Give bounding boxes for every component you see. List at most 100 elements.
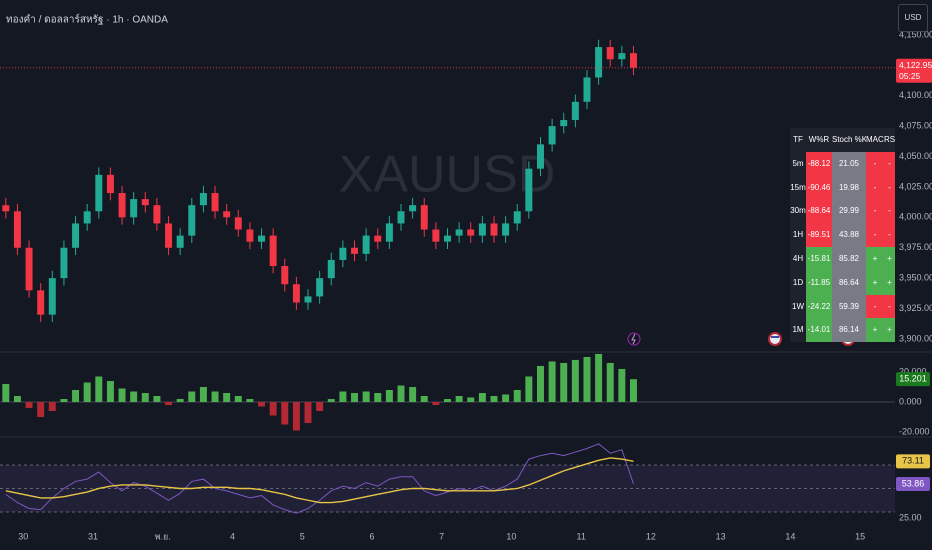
x-tick-label: 13 bbox=[716, 531, 726, 541]
histogram-bar bbox=[60, 399, 68, 403]
table-cell: 29.99 bbox=[832, 199, 866, 224]
table-header: RSI bbox=[884, 128, 895, 152]
candle-body bbox=[571, 101, 579, 121]
histogram-bar bbox=[153, 396, 161, 403]
x-tick-label: 31 bbox=[88, 531, 98, 541]
histogram-bar bbox=[385, 389, 393, 403]
indicator-line bbox=[5, 457, 634, 504]
value-label: 73.11 bbox=[902, 456, 924, 466]
x-tick-label: 15 bbox=[855, 531, 865, 541]
histogram-bar bbox=[281, 402, 289, 425]
histogram-bar bbox=[420, 396, 428, 403]
y-tick-label: 4,075.000 bbox=[899, 121, 932, 131]
table-cell: -89.51 bbox=[806, 223, 832, 247]
y-tick-label: 0.000 bbox=[899, 396, 922, 406]
currency-button[interactable]: USD bbox=[898, 4, 928, 32]
event-icon[interactable] bbox=[627, 332, 641, 346]
value-label: 53.86 bbox=[902, 478, 925, 488]
y-tick-label: 3,975.000 bbox=[899, 242, 932, 252]
x-tick-label: 7 bbox=[439, 531, 444, 541]
histogram-bar bbox=[339, 391, 347, 403]
table-header: MACD bbox=[866, 128, 884, 152]
table-cell: 19.98 bbox=[832, 175, 866, 200]
histogram-bar bbox=[327, 399, 335, 403]
flag-icon[interactable] bbox=[768, 332, 782, 346]
candle-body bbox=[83, 211, 91, 224]
candle-body bbox=[141, 199, 149, 206]
event-icon-bolt bbox=[631, 333, 636, 345]
table-cell: -15.81 bbox=[806, 246, 832, 271]
x-tick-label: 5 bbox=[300, 531, 305, 541]
candle-body bbox=[130, 199, 138, 218]
table-cell: - bbox=[884, 294, 895, 319]
histogram-bar bbox=[246, 399, 254, 403]
countdown: 05:25 bbox=[899, 71, 921, 81]
candle-body bbox=[339, 247, 347, 260]
candle-body bbox=[37, 290, 45, 315]
table-cell: 1W bbox=[790, 294, 806, 319]
histogram-bar bbox=[444, 399, 451, 403]
table-cell: - bbox=[866, 151, 884, 176]
histogram-bar bbox=[629, 379, 637, 403]
histogram-bar bbox=[13, 396, 21, 403]
histogram-bar bbox=[292, 402, 300, 431]
candle-body bbox=[583, 77, 591, 102]
candle-body bbox=[292, 284, 300, 303]
candle-body bbox=[118, 193, 126, 218]
x-tick-label: 11 bbox=[576, 531, 585, 541]
table-cell: 5m bbox=[790, 151, 806, 176]
table-cell: 30m bbox=[790, 199, 806, 224]
table-cell: 1M bbox=[790, 318, 806, 343]
histogram-bar bbox=[269, 402, 277, 416]
candle-body bbox=[618, 53, 626, 60]
candle-body bbox=[490, 223, 498, 236]
candle-body bbox=[199, 193, 207, 206]
histogram-bar bbox=[223, 392, 231, 403]
candle-body bbox=[629, 53, 637, 68]
histogram-bar bbox=[37, 402, 45, 418]
x-tick-label: 4 bbox=[230, 531, 235, 541]
candle-body bbox=[362, 235, 370, 254]
table-cell: 86.14 bbox=[832, 318, 866, 343]
table-cell: - bbox=[884, 199, 895, 224]
histogram-bar bbox=[432, 402, 440, 406]
histogram-bar bbox=[362, 391, 370, 403]
candle-body bbox=[153, 205, 161, 224]
histogram-bar bbox=[176, 399, 184, 403]
table-header: Stoch %K bbox=[832, 128, 866, 152]
candle-body bbox=[165, 223, 173, 248]
table-cell: + bbox=[866, 270, 884, 295]
candle-body bbox=[188, 205, 196, 236]
histogram-bar bbox=[595, 353, 603, 403]
event-icon-ring bbox=[627, 332, 641, 346]
value-label-box bbox=[896, 476, 930, 491]
y-tick-label: 25.00 bbox=[899, 512, 922, 522]
y-tick-label: 3,925.000 bbox=[899, 303, 932, 313]
histogram-bar bbox=[199, 386, 207, 403]
candle-body bbox=[13, 211, 21, 248]
candle-body bbox=[246, 229, 254, 242]
candle-body bbox=[25, 247, 33, 291]
histogram-bar bbox=[351, 392, 358, 403]
table-cell: - bbox=[866, 199, 884, 224]
price-label-box bbox=[896, 58, 932, 83]
histogram-bar bbox=[606, 362, 614, 403]
price-label: 4,122.950 bbox=[899, 60, 932, 70]
candle-body bbox=[397, 211, 405, 224]
table-cell: - bbox=[884, 175, 895, 200]
histogram-bar bbox=[548, 361, 556, 403]
candle-body bbox=[513, 211, 521, 224]
histogram-bar bbox=[95, 376, 103, 403]
candle-body bbox=[316, 278, 324, 297]
value-label-box bbox=[896, 454, 930, 469]
candle-body bbox=[269, 235, 277, 267]
candle-body bbox=[327, 259, 335, 279]
candle-body bbox=[2, 205, 10, 212]
candle-body bbox=[502, 223, 510, 236]
y-tick-label: -20.000 bbox=[899, 426, 930, 436]
candle-body bbox=[455, 229, 463, 236]
histogram-bar bbox=[560, 362, 568, 403]
table-cell: 85.82 bbox=[832, 246, 866, 271]
